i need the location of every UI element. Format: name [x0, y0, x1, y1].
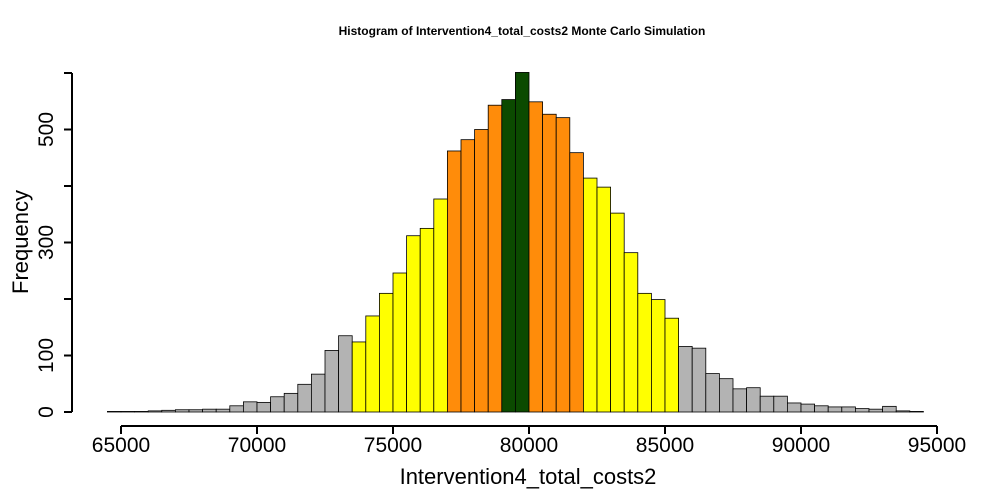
histogram-bar	[229, 405, 244, 413]
histogram-bar	[474, 129, 489, 413]
x-axis-label: Intervention4_total_costs2	[400, 464, 657, 489]
histogram-bar	[814, 405, 829, 413]
histogram-bar	[338, 335, 353, 413]
histogram-bar	[188, 409, 204, 413]
histogram-bar	[569, 152, 584, 413]
histogram-bar	[446, 150, 462, 413]
histogram-bar	[515, 72, 530, 413]
histogram-bar	[691, 347, 707, 413]
histogram-bar	[161, 409, 176, 413]
histogram-bar	[351, 341, 367, 413]
histogram-bar	[310, 373, 326, 413]
histogram-bar	[542, 113, 557, 413]
x-tick-label: 85000	[636, 434, 694, 457]
histogram-bar	[107, 411, 122, 413]
histogram-bar	[664, 317, 680, 413]
histogram-bar	[419, 227, 435, 413]
histogram-bar	[555, 117, 571, 413]
histogram-bar	[800, 403, 816, 413]
histogram-bar	[215, 408, 231, 413]
histogram-bar	[378, 292, 394, 413]
histogram-bar	[487, 104, 503, 413]
histogram-bar	[256, 401, 272, 413]
x-tick-label: 80000	[500, 434, 558, 457]
histogram-bar	[787, 402, 802, 413]
x-tick-label: 75000	[364, 434, 422, 457]
histogram-bar	[174, 409, 190, 413]
histogram-bar	[433, 198, 448, 413]
histogram-bar	[324, 350, 340, 413]
histogram-bar	[242, 401, 258, 413]
y-tick-label: 500	[35, 112, 58, 147]
histogram-bar	[841, 406, 856, 413]
histogram-bar	[596, 186, 612, 413]
x-axis: 65000 70000 75000 80000 85000 90000 95000	[92, 425, 966, 457]
histogram-bar	[773, 395, 788, 413]
y-axis-label: Frequency	[8, 190, 33, 294]
histogram-bar	[134, 411, 149, 413]
histogram-bar	[120, 411, 136, 413]
histogram-bar	[719, 378, 734, 413]
histogram-bar	[909, 411, 924, 413]
x-tick-label: 95000	[908, 434, 966, 457]
histogram-bar	[637, 292, 652, 413]
histogram-bar	[746, 387, 761, 413]
histogram-bar	[827, 406, 843, 413]
y-tick-label: 300	[35, 225, 58, 260]
histogram-bar	[202, 408, 217, 413]
histogram-bar	[528, 101, 544, 413]
x-tick-label: 90000	[772, 434, 830, 457]
histogram-bar	[705, 373, 720, 413]
histogram-bar	[651, 299, 666, 413]
histogram-bar	[623, 252, 639, 413]
histogram-bar	[297, 383, 312, 413]
y-axis: 0 100 300 500	[35, 72, 73, 418]
histogram-bar	[270, 396, 285, 413]
histogram-bar	[147, 410, 163, 413]
histogram-bar	[610, 212, 625, 413]
histogram-bar	[583, 177, 598, 413]
histogram-bar	[406, 235, 421, 413]
histogram-bar	[365, 315, 380, 413]
histogram-bar	[283, 392, 299, 413]
histogram-bar	[501, 99, 516, 413]
histogram-bar	[460, 139, 476, 413]
histogram-bar	[678, 346, 693, 413]
histogram-bar	[732, 388, 748, 413]
histogram-bars	[107, 72, 924, 413]
y-tick-label: 0	[35, 406, 58, 418]
y-tick-label: 100	[35, 338, 58, 373]
histogram-bar	[759, 395, 775, 413]
histogram-bar	[855, 408, 870, 413]
x-tick-label: 65000	[92, 434, 150, 457]
histogram-bar	[868, 408, 884, 413]
x-tick-label: 70000	[228, 434, 286, 457]
histogram-bar	[895, 410, 911, 413]
chart-title: Histogram of Intervention4_total_costs2 …	[339, 24, 706, 38]
histogram-bar	[392, 272, 408, 413]
histogram-bar	[882, 405, 897, 413]
